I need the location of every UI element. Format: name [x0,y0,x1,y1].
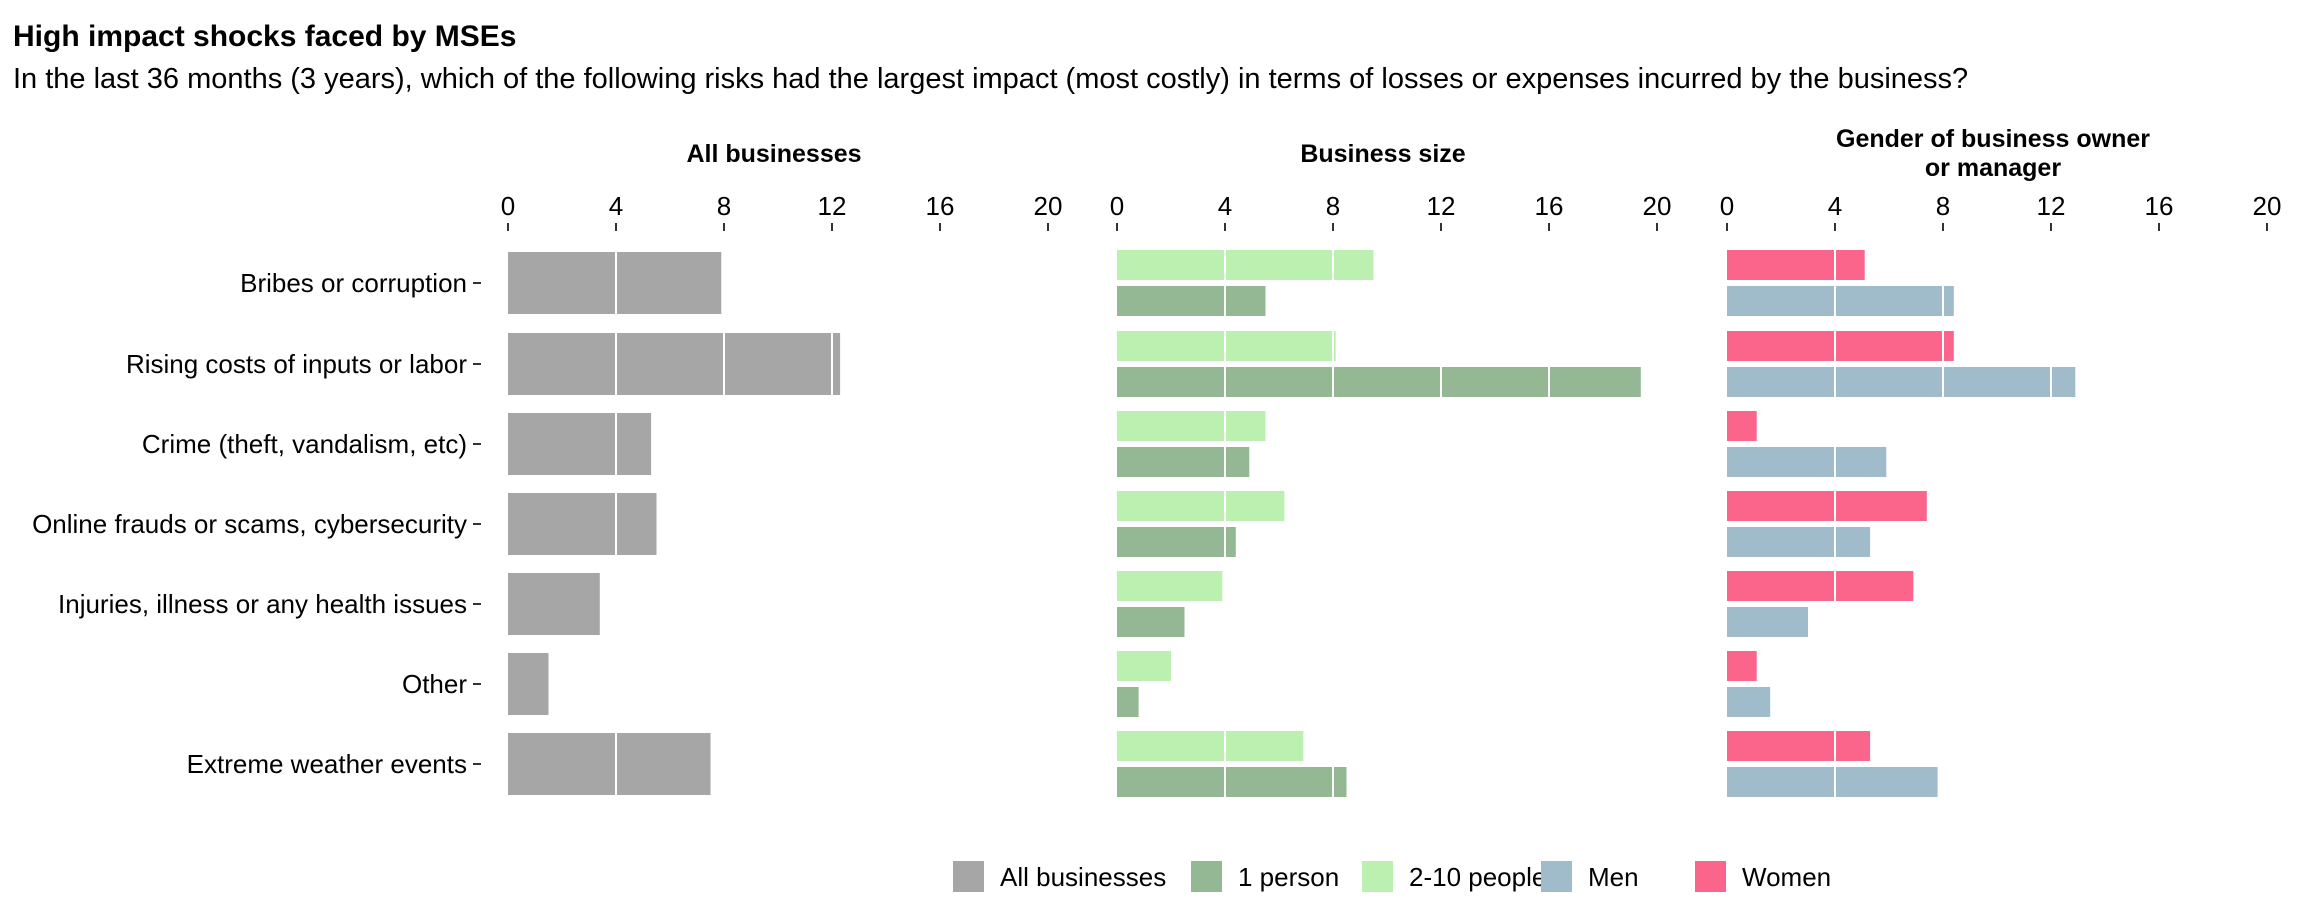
bar-2-10-people [1117,571,1223,601]
bar-women [1727,250,1865,280]
bar-1-person [1117,447,1250,477]
bar-2-10-people [1117,491,1285,521]
bar-all-businesses [508,493,657,555]
page-title: High impact shocks faced by MSEs [13,20,517,53]
bar-all-businesses [508,573,600,635]
category-label: Online frauds or scams, cybersecurity [32,509,467,539]
bar-2-10-people [1117,411,1266,441]
bar-1-person [1117,527,1236,557]
x-tick-label: 4 [609,191,623,221]
x-tick-label: 0 [1110,191,1124,221]
x-tick-label: 8 [1936,191,1950,221]
bar-1-person [1117,286,1266,316]
bar-men [1727,447,1887,477]
bar-women [1727,411,1757,441]
category-label: Crime (theft, vandalism, etc) [142,429,467,459]
bar-1-person [1117,367,1641,397]
x-tick-label: 8 [717,191,731,221]
category-label: Extreme weather events [187,749,467,779]
legend-key-1-person [1191,861,1222,892]
x-tick-label: 20 [1034,191,1063,221]
x-tick-label: 4 [1218,191,1232,221]
bar-all-businesses [508,413,652,475]
bar-1-person [1117,607,1185,637]
category-label: Bribes or corruption [240,268,467,298]
bar-2-10-people [1117,331,1336,361]
legend-label: 1 person [1238,862,1339,892]
bar-women [1727,331,1954,361]
x-tick-label: 16 [1535,191,1564,221]
x-tick-label: 4 [1828,191,1842,221]
bar-2-10-people [1117,731,1304,761]
bar-women [1727,651,1757,681]
legend-key-men [1541,861,1572,892]
bar-all-businesses [508,333,841,395]
bar-men [1727,687,1771,717]
panel-title: All businesses [686,140,861,168]
x-tick-label: 12 [2037,191,2066,221]
legend-key-women [1695,861,1726,892]
legend-label: Women [1742,862,1831,892]
legend-label: All businesses [1000,862,1166,892]
legend-key-all-businesses [953,861,984,892]
x-tick-label: 20 [1643,191,1672,221]
bar-men [1727,767,1938,797]
bar-2-10-people [1117,651,1171,681]
category-label: Rising costs of inputs or labor [126,349,467,379]
panel-title: Business size [1300,140,1465,168]
x-tick-label: 0 [1720,191,1734,221]
bar-men [1727,286,1954,316]
x-tick-label: 12 [818,191,847,221]
bar-men [1727,607,1808,637]
bar-all-businesses [508,252,722,314]
panel-title: or manager [1925,154,2061,182]
page-subtitle: In the last 36 months (3 years), which o… [13,63,1969,95]
bar-women [1727,571,1914,601]
bar-1-person [1117,767,1347,797]
x-tick-label: 8 [1326,191,1340,221]
bar-men [1727,527,1871,557]
category-label: Injuries, illness or any health issues [58,589,467,619]
bar-women [1727,491,1927,521]
x-tick-label: 16 [2145,191,2174,221]
x-tick-label: 12 [1427,191,1456,221]
x-tick-label: 16 [926,191,955,221]
bar-women [1727,731,1871,761]
bar-men [1727,367,2076,397]
legend-label: Men [1588,862,1639,892]
bar-1-person [1117,687,1139,717]
category-label: Other [402,669,467,699]
legend-label: 2-10 people [1409,862,1546,892]
bar-2-10-people [1117,250,1374,280]
panel-title: Gender of business owner [1836,125,2150,153]
bar-all-businesses [508,733,711,795]
bar-all-businesses [508,653,549,715]
x-tick-label: 20 [2253,191,2282,221]
x-tick-label: 0 [501,191,515,221]
legend-key-2-10-people [1362,861,1393,892]
